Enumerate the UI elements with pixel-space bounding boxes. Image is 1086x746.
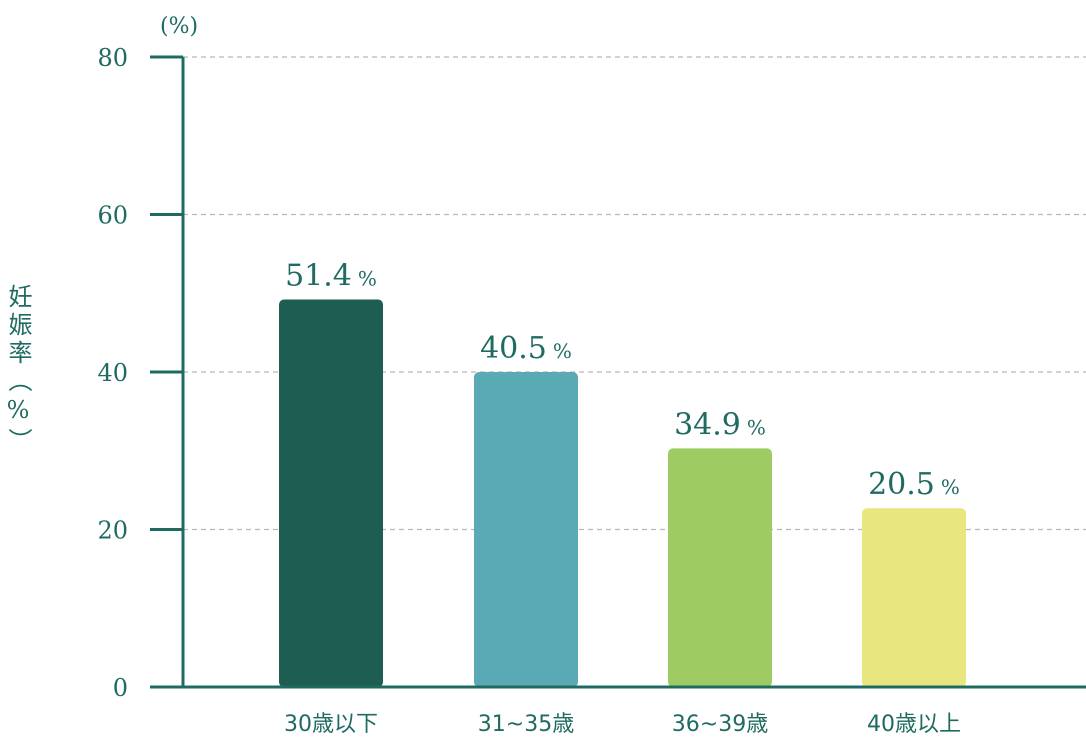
y-unit-label: (%) — [160, 14, 198, 39]
y-tick-label: 40 — [97, 359, 128, 387]
value-label: 20.5% — [868, 467, 960, 502]
y-axis-label: 妊娠率（%） — [4, 284, 32, 456]
value-labels: 51.4 % 40.5 % 34.9 % 20.5% — [285, 259, 960, 503]
x-category-label: 40歳以上 — [867, 712, 961, 737]
value-label: 34.9% — [674, 407, 766, 442]
y-tick-label: 60 — [97, 202, 128, 230]
grid-lines — [183, 56, 1086, 531]
x-category-label: 31~35歳 — [478, 712, 574, 737]
value-label: 51.4% — [285, 259, 377, 294]
bar — [862, 508, 966, 687]
bars — [279, 299, 966, 687]
x-labels: 30歳以下 31~35歳 36~39歳 40歳以上 — [284, 712, 961, 737]
y-tick-label: 20 — [97, 517, 128, 545]
x-category-label: 36~39歳 — [672, 712, 768, 737]
y-tick-label: 0 — [113, 674, 128, 702]
x-category-label: 30歳以下 — [284, 712, 378, 737]
bar — [668, 448, 772, 687]
y-ticks: 0 20 40 60 80 — [97, 44, 183, 702]
bar — [279, 299, 383, 687]
y-tick-label: 80 — [97, 44, 128, 72]
bar — [474, 372, 578, 687]
value-label: 40.5% — [480, 331, 572, 366]
